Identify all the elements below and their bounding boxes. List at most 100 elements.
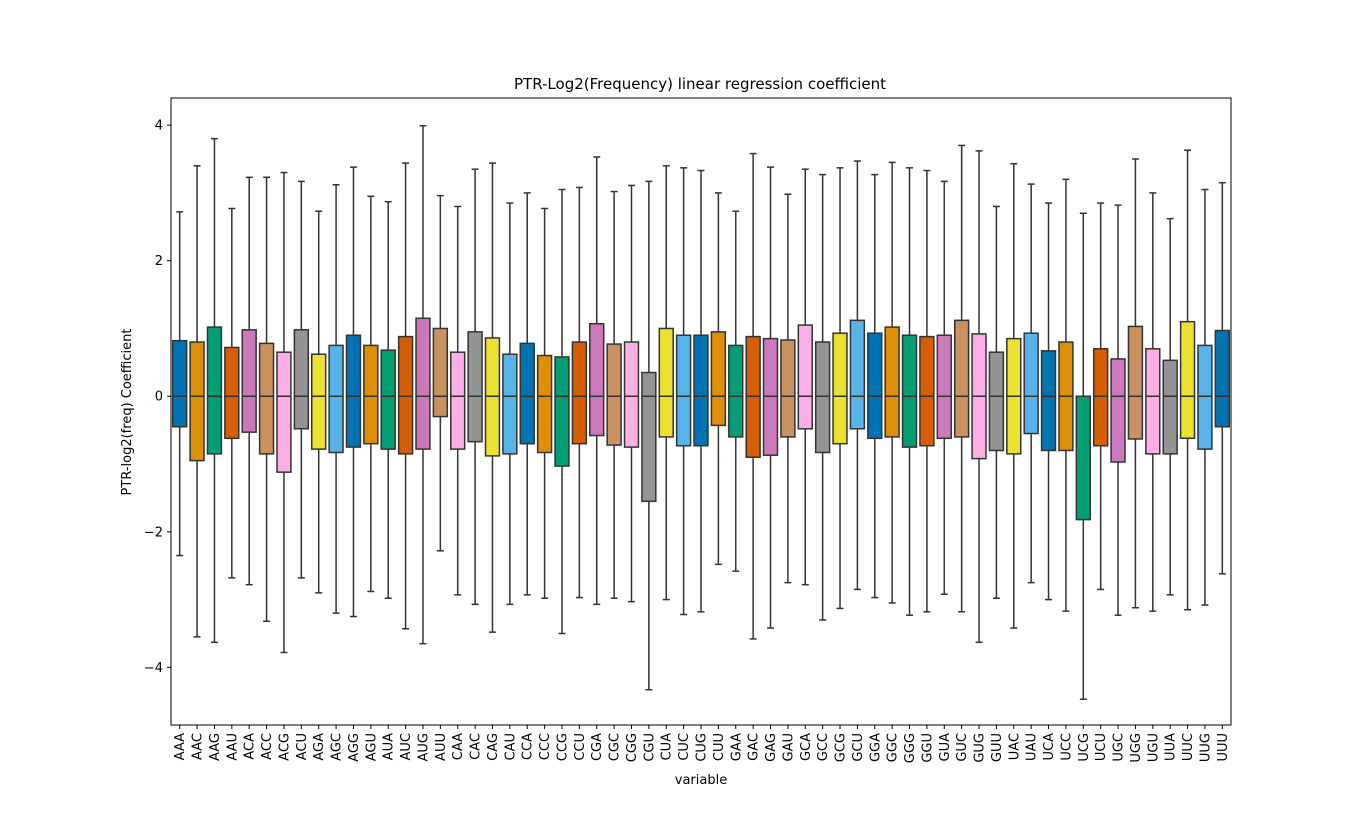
x-tick-label: AAA	[173, 733, 188, 761]
box-body	[658, 327, 674, 438]
box-body	[1145, 348, 1161, 455]
x-tick-label: CCC	[538, 733, 553, 760]
box-GCA	[797, 168, 813, 586]
box-body	[1110, 358, 1126, 463]
x-tick-label: UGC	[1112, 733, 1127, 762]
box-body	[849, 319, 866, 430]
x-tick-label: GAC	[747, 733, 762, 761]
y-tick-label: −2	[144, 525, 163, 540]
box-body	[1162, 359, 1178, 455]
y-tick-label: 0	[155, 390, 163, 405]
box-body	[1127, 325, 1144, 440]
x-tick-label: CUA	[660, 733, 675, 761]
box-body	[1040, 350, 1057, 452]
box-body	[901, 334, 918, 448]
box-body	[710, 331, 727, 427]
box-GGC	[884, 161, 900, 604]
box-CCG	[554, 188, 570, 635]
x-tick-label: ACU	[295, 733, 310, 760]
x-tick-label: UUC	[1181, 733, 1196, 761]
box-GAG	[762, 166, 779, 629]
x-tick-label: UCG	[1077, 733, 1092, 762]
x-tick-label: UAC	[1007, 733, 1022, 760]
x-tick-label: AAG	[208, 733, 223, 761]
box-UGU	[1145, 192, 1161, 612]
box-body	[988, 351, 1005, 452]
box-CCU	[571, 186, 588, 599]
box-body	[554, 356, 570, 467]
box-GGA	[867, 173, 883, 599]
box-GAC	[745, 152, 761, 640]
box-CUG	[693, 169, 709, 613]
y-tick-label: 4	[155, 119, 163, 134]
box-body	[832, 332, 848, 445]
box-body	[884, 326, 900, 438]
x-tick-label: CAC	[469, 733, 484, 760]
x-tick-label: CCU	[573, 733, 588, 761]
box-UCG	[1075, 212, 1091, 700]
box-body	[519, 342, 535, 445]
box-UCC	[1058, 178, 1074, 612]
box-UUG	[1197, 188, 1213, 606]
x-tick-label: UGU	[1146, 733, 1161, 762]
box-body	[1179, 320, 1196, 440]
box-UGG	[1127, 158, 1144, 609]
box-ACU	[293, 180, 310, 579]
box-CGU	[641, 180, 657, 691]
x-tick-label: UCA	[1042, 733, 1057, 761]
box-body	[467, 331, 483, 443]
x-tick-label: AUC	[399, 733, 414, 761]
box-CUC	[675, 167, 692, 616]
x-tick-label: CUC	[677, 733, 692, 761]
box-plot-series	[171, 125, 1231, 700]
y-axis: 4 2 0 −2 −4	[144, 119, 171, 676]
box-body	[606, 343, 622, 446]
x-tick-label: CAA	[451, 733, 466, 760]
box-body	[189, 341, 205, 462]
box-UAU	[1023, 183, 1039, 584]
box-GAU	[780, 193, 796, 584]
box-body	[1075, 395, 1091, 521]
box-AUU	[432, 194, 449, 552]
box-AGG	[345, 166, 362, 618]
box-AAA	[171, 211, 188, 557]
box-body	[693, 334, 709, 447]
box-CCC	[536, 207, 553, 599]
x-tick-label: GCU	[851, 733, 866, 762]
x-tick-label: GCA	[799, 733, 814, 761]
box-AGA	[311, 210, 327, 594]
box-body	[936, 334, 952, 440]
box-CAU	[502, 202, 518, 606]
box-body	[415, 317, 431, 450]
box-GUG	[971, 150, 987, 644]
y-tick-label: −4	[144, 661, 163, 676]
box-body	[397, 335, 414, 455]
x-tick-label: ACG	[277, 733, 292, 761]
box-UCU	[1092, 202, 1109, 591]
box-ACC	[258, 176, 275, 623]
x-tick-label: GAG	[764, 733, 779, 762]
y-tick-label: 2	[155, 254, 163, 269]
x-tick-label: CGU	[642, 733, 657, 762]
x-tick-label: ACA	[243, 733, 258, 760]
box-GGG	[901, 167, 918, 616]
x-tick-label: GAA	[729, 733, 744, 761]
box-UAC	[1006, 163, 1022, 629]
box-AGU	[363, 195, 379, 593]
box-body	[328, 344, 344, 454]
box-AGC	[328, 184, 344, 614]
box-body	[432, 327, 449, 418]
box-body	[1197, 344, 1213, 450]
box-body	[1214, 329, 1231, 428]
box-CGG	[623, 184, 640, 603]
box-UUC	[1179, 149, 1196, 611]
box-GCG	[832, 167, 848, 610]
x-tick-label: GGA	[868, 733, 883, 762]
box-body	[171, 339, 188, 428]
box-body	[867, 332, 883, 440]
x-tick-label: GGG	[903, 733, 918, 763]
x-tick-label: ACC	[260, 733, 275, 760]
x-tick-label: UGG	[1129, 733, 1144, 763]
x-tick-label: GCC	[816, 733, 831, 761]
